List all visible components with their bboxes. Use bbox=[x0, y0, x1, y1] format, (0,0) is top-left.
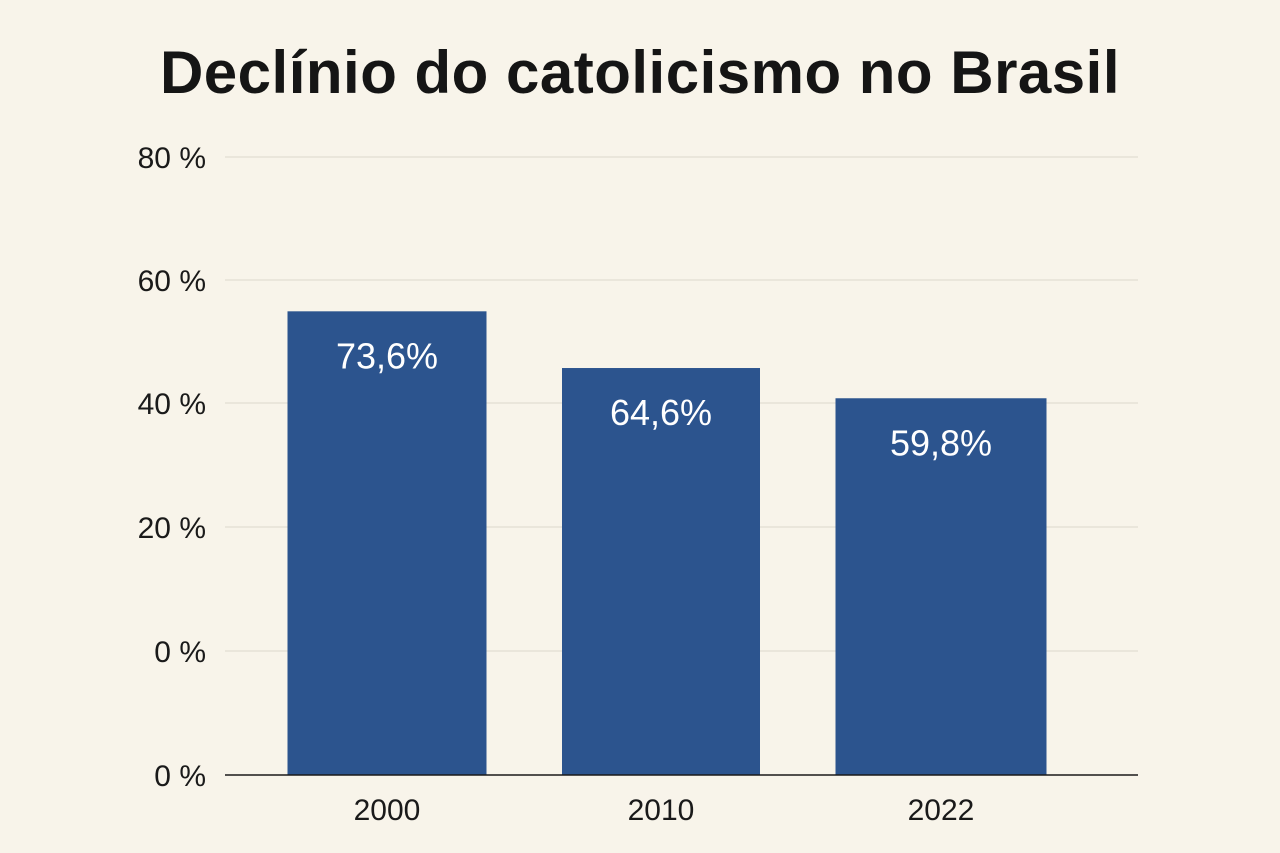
data-label: 64,6% bbox=[610, 392, 712, 433]
y-tick-label: 80 % bbox=[138, 142, 206, 175]
y-tick-label: 20 % bbox=[138, 512, 206, 545]
chart-title: Declínio do catolicismo no Brasil bbox=[159, 39, 1121, 106]
bar-2010 bbox=[562, 368, 760, 775]
y-tick-label: 40 % bbox=[138, 388, 206, 421]
x-tick-label: 2010 bbox=[628, 794, 695, 827]
x-tick-label: 2022 bbox=[908, 794, 975, 827]
bar-2000 bbox=[287, 311, 487, 775]
bar-2022 bbox=[835, 398, 1047, 775]
data-label: 73,6% bbox=[336, 335, 438, 376]
y-tick-label: 0 % bbox=[154, 636, 206, 669]
x-axis-ticks: 2000 2010 2022 bbox=[354, 794, 975, 827]
y-tick-label: 0 % bbox=[154, 760, 206, 793]
y-axis-ticks: 80 % 60 % 40 % 20 % 0 % 0 % bbox=[138, 142, 206, 793]
x-tick-label: 2000 bbox=[354, 794, 421, 827]
bars: 73,6% 64,6% 59,8% bbox=[287, 311, 1047, 775]
data-label: 59,8% bbox=[890, 422, 992, 463]
y-tick-label: 60 % bbox=[138, 265, 206, 298]
